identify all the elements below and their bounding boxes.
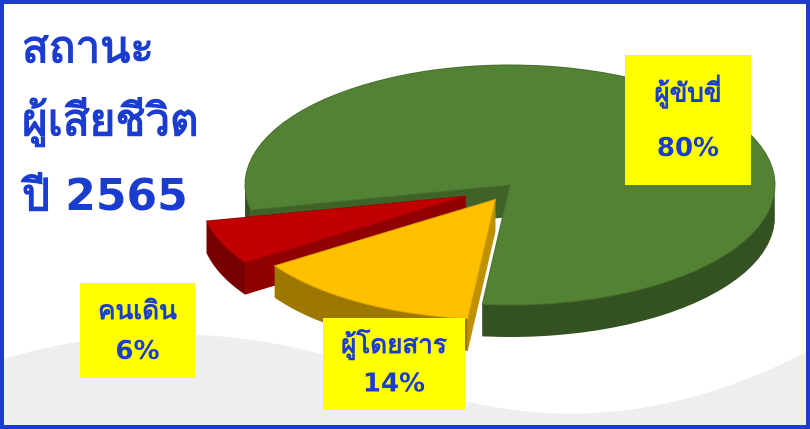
label-box xyxy=(80,283,195,378)
label-box xyxy=(625,55,751,185)
slice-label: ผู้โดยสาร xyxy=(341,328,447,361)
labels: ผู้ขับขี่ 80% ผู้โดยสาร 14% คนเดิน 6% xyxy=(80,55,751,410)
slice-label: คนเดิน xyxy=(98,296,177,326)
title-line: สถานะ xyxy=(22,22,154,73)
value-label: 6% xyxy=(115,336,159,366)
road-decor xyxy=(0,334,810,429)
label-box xyxy=(323,318,465,410)
slice-side xyxy=(206,221,246,295)
slice xyxy=(273,198,497,320)
slice xyxy=(205,195,466,264)
title-line: ผู้เสียชีวิต xyxy=(22,95,199,147)
slice-wall xyxy=(467,199,496,351)
slice-side xyxy=(482,190,775,337)
value-label: 14% xyxy=(363,369,425,399)
slice-label: ผู้ขับขี่ xyxy=(654,74,721,110)
value-label: 80% xyxy=(657,133,719,163)
title-line: ปี 2565 xyxy=(20,170,188,221)
